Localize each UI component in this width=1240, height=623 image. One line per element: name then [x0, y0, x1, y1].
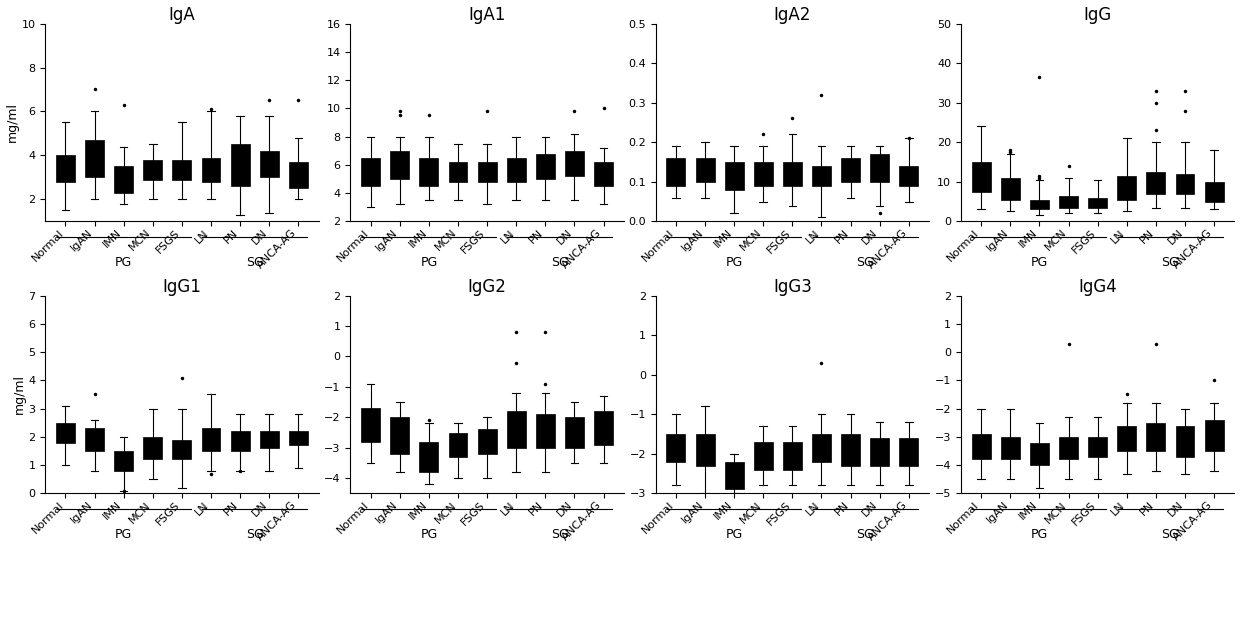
Title: IgG3: IgG3 — [773, 278, 812, 295]
Bar — [782, 162, 802, 186]
Bar — [594, 162, 613, 186]
Bar — [754, 442, 773, 470]
Bar — [841, 158, 861, 182]
Bar — [231, 431, 249, 451]
Bar — [972, 434, 991, 460]
Bar — [361, 158, 381, 186]
Bar — [1001, 178, 1019, 199]
Bar — [172, 440, 191, 460]
Bar — [1117, 176, 1136, 199]
Bar — [56, 423, 74, 442]
Bar — [899, 166, 919, 186]
Bar — [972, 162, 991, 192]
Bar — [86, 429, 104, 451]
Bar — [1030, 442, 1049, 465]
Bar — [565, 417, 584, 448]
Bar — [449, 432, 467, 457]
Bar — [1001, 437, 1019, 460]
Bar — [1089, 437, 1107, 457]
Bar — [1204, 420, 1224, 451]
Bar — [696, 434, 714, 466]
Bar — [361, 408, 381, 442]
Bar — [870, 154, 889, 182]
Bar — [1030, 199, 1049, 209]
Bar — [899, 438, 919, 466]
Bar — [507, 411, 526, 448]
Text: SG: SG — [857, 255, 874, 269]
Title: IgA2: IgA2 — [774, 6, 811, 24]
Text: PG: PG — [115, 528, 133, 541]
Y-axis label: mg/ml: mg/ml — [5, 102, 19, 143]
Bar — [1117, 426, 1136, 451]
Bar — [1059, 437, 1078, 460]
Bar — [259, 431, 279, 448]
Bar — [449, 162, 467, 182]
Bar — [259, 151, 279, 178]
Bar — [870, 438, 889, 466]
Text: PG: PG — [115, 255, 133, 269]
Bar — [666, 434, 686, 462]
Text: PG: PG — [725, 255, 743, 269]
Bar — [507, 158, 526, 182]
Bar — [202, 158, 221, 182]
Title: IgA: IgA — [169, 6, 195, 24]
Bar — [477, 162, 496, 182]
Bar — [841, 434, 861, 466]
Text: PG: PG — [420, 255, 438, 269]
Bar — [172, 160, 191, 179]
Title: IgG4: IgG4 — [1079, 278, 1117, 295]
Bar — [812, 434, 831, 462]
Text: PG: PG — [725, 528, 743, 541]
Bar — [666, 158, 686, 186]
Bar — [536, 414, 554, 448]
Bar — [391, 417, 409, 454]
Bar — [696, 158, 714, 182]
Bar — [1176, 174, 1194, 194]
Y-axis label: mg/ml: mg/ml — [12, 374, 26, 414]
Text: SG: SG — [551, 528, 569, 541]
Bar — [1059, 196, 1078, 207]
Bar — [289, 431, 308, 445]
Bar — [724, 462, 744, 490]
Bar — [782, 442, 802, 470]
Bar — [202, 429, 221, 451]
Title: IgG1: IgG1 — [162, 278, 201, 295]
Bar — [724, 162, 744, 190]
Bar — [594, 411, 613, 445]
Bar — [86, 140, 104, 178]
Bar — [114, 166, 133, 193]
Bar — [536, 153, 554, 179]
Bar — [1089, 197, 1107, 207]
Bar — [1204, 182, 1224, 202]
Bar — [477, 429, 496, 454]
Text: SG: SG — [551, 255, 569, 269]
Bar — [391, 151, 409, 179]
Text: SG: SG — [1162, 255, 1179, 269]
Bar — [144, 437, 162, 460]
Bar — [56, 155, 74, 182]
Bar — [565, 151, 584, 176]
Text: SG: SG — [1162, 528, 1179, 541]
Bar — [289, 162, 308, 188]
Title: IgG: IgG — [1084, 6, 1112, 24]
Text: PG: PG — [420, 528, 438, 541]
Bar — [419, 442, 439, 472]
Bar — [754, 162, 773, 186]
Text: SG: SG — [246, 255, 264, 269]
Bar — [114, 451, 133, 471]
Title: IgA1: IgA1 — [469, 6, 506, 24]
Bar — [231, 145, 249, 186]
Title: IgG2: IgG2 — [467, 278, 507, 295]
Bar — [419, 158, 439, 186]
Text: PG: PG — [1030, 528, 1048, 541]
Text: PG: PG — [1030, 255, 1048, 269]
Text: SG: SG — [857, 528, 874, 541]
Bar — [1147, 172, 1166, 194]
Bar — [1176, 426, 1194, 457]
Text: SG: SG — [246, 528, 264, 541]
Bar — [144, 160, 162, 179]
Bar — [812, 166, 831, 186]
Bar — [1147, 423, 1166, 451]
